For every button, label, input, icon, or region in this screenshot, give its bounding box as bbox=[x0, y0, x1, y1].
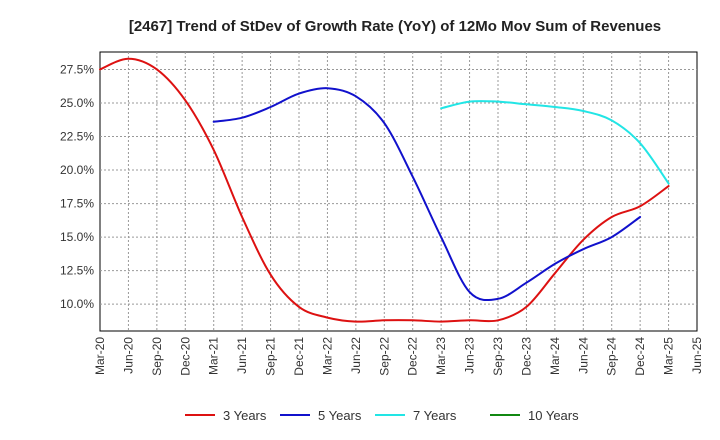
x-tick-label: Sep-24 bbox=[605, 337, 619, 376]
x-tick-label: Dec-23 bbox=[519, 337, 533, 376]
y-tick-label: 12.5% bbox=[60, 264, 94, 278]
chart-title: [2467] Trend of StDev of Growth Rate (Yo… bbox=[129, 18, 661, 35]
legend: 3 Years 5 Years 7 Years 10 Years bbox=[185, 408, 579, 423]
y-tick-label: 15.0% bbox=[60, 230, 94, 244]
x-tick-label: Mar-22 bbox=[320, 337, 334, 375]
x-tick-label: Jun-25 bbox=[690, 337, 704, 374]
x-tick-label: Jun-22 bbox=[349, 337, 363, 374]
legend-label-3-years: 3 Years bbox=[223, 408, 267, 423]
x-tick-label: Jun-24 bbox=[576, 337, 590, 374]
x-tick-label: Jun-23 bbox=[463, 337, 477, 374]
x-tick-label: Jun-20 bbox=[121, 337, 135, 374]
y-tick-label: 17.5% bbox=[60, 197, 94, 211]
y-tick-label: 20.0% bbox=[60, 163, 94, 177]
x-tick-label: Sep-21 bbox=[264, 337, 278, 376]
x-tick-label: Sep-22 bbox=[377, 337, 391, 376]
y-tick-label: 22.5% bbox=[60, 130, 94, 144]
y-tick-label: 27.5% bbox=[60, 62, 94, 76]
axis-ticks: 10.0% 12.5% 15.0% 17.5% 20.0% 22.5% 25.0% 27.5%… bbox=[60, 62, 704, 375]
legend-label-7-years: 7 Years bbox=[413, 408, 457, 423]
x-tick-label: Dec-24 bbox=[633, 337, 647, 376]
x-tick-label: Mar-21 bbox=[207, 337, 221, 375]
x-tick-label: Dec-22 bbox=[406, 337, 420, 376]
x-tick-label: Dec-20 bbox=[178, 337, 192, 376]
x-tick-label: Sep-20 bbox=[150, 337, 164, 376]
grid-lines bbox=[100, 52, 697, 331]
x-tick-label: Mar-23 bbox=[434, 337, 448, 375]
x-tick-label: Mar-20 bbox=[93, 337, 107, 375]
series-line-7-years bbox=[440, 100, 670, 185]
plot-area bbox=[99, 51, 698, 332]
x-tick-label: Dec-21 bbox=[292, 337, 306, 376]
x-tick-label: Sep-23 bbox=[491, 337, 505, 376]
y-tick-label: 25.0% bbox=[60, 96, 94, 110]
legend-label-10-years: 10 Years bbox=[528, 408, 579, 423]
series-line-3-years bbox=[99, 57, 670, 323]
series-lines bbox=[99, 57, 670, 323]
y-tick-label: 10.0% bbox=[60, 297, 94, 311]
series-line-5-years bbox=[212, 87, 642, 302]
legend-label-5-years: 5 Years bbox=[318, 408, 362, 423]
x-tick-label: Jun-21 bbox=[235, 337, 249, 374]
x-tick-label: Mar-24 bbox=[548, 337, 562, 375]
x-tick-label: Mar-25 bbox=[662, 337, 676, 375]
